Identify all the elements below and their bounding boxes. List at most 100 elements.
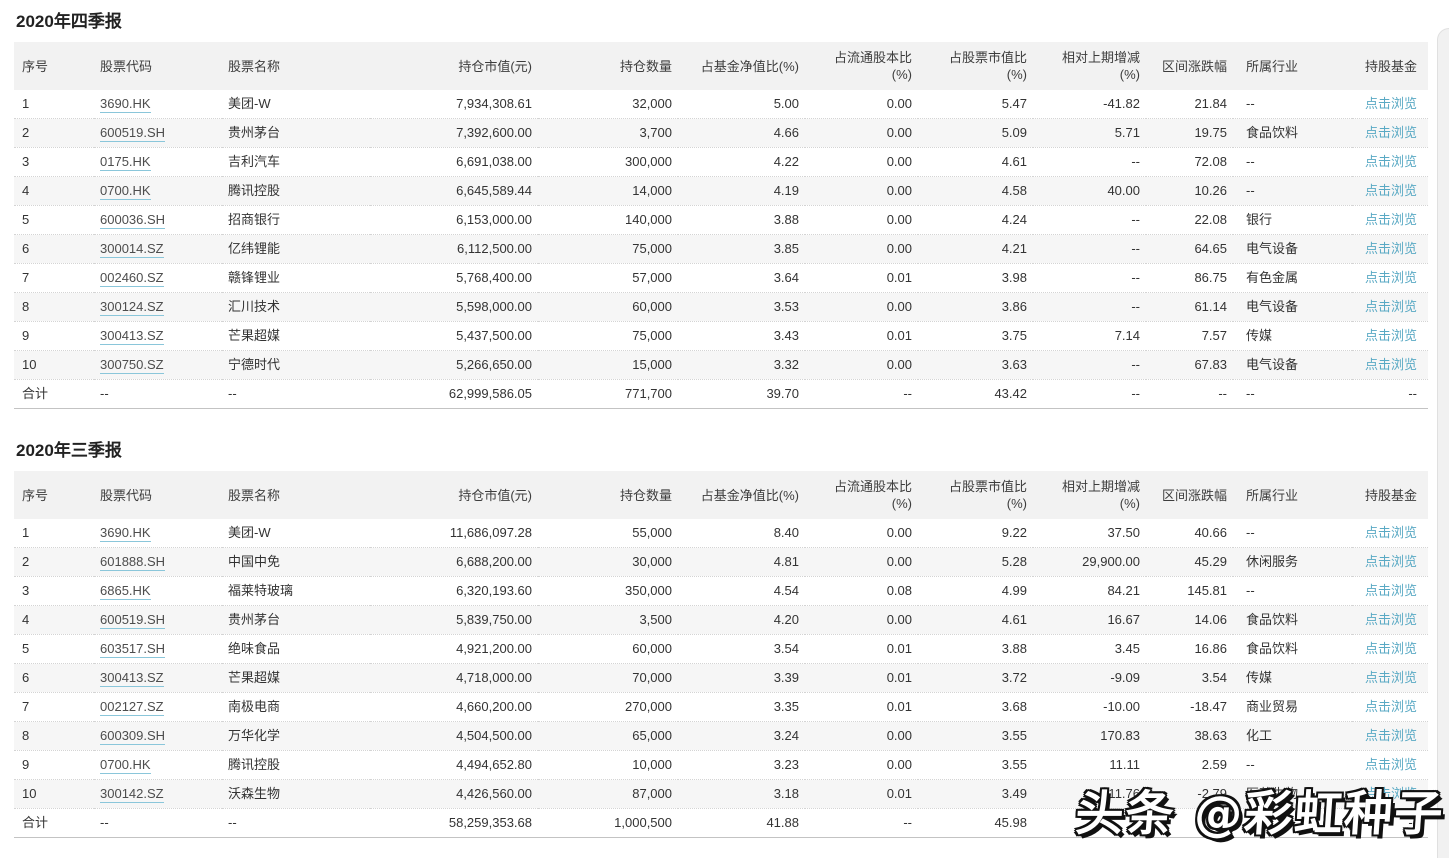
cell-holding-funds: 点击浏览 (1352, 547, 1428, 577)
stock-code-link[interactable]: 600036.SH (100, 212, 166, 229)
browse-funds-link[interactable]: 点击浏览 (1364, 554, 1417, 569)
cell-range-change: 2.59 (1146, 750, 1233, 780)
cell-range-change: 14.06 (1146, 605, 1233, 635)
table-row: 4 0700.HK 腾讯控股 6,645,589.44 14,000 4.19 0.00 4.… (14, 176, 1428, 206)
cell-nav-pct: 5.00 (773, 96, 799, 111)
watermark: 头条 @彩虹种子 (1073, 786, 1447, 842)
cell-name: 芒果超媒 (222, 321, 370, 351)
cell-holding-funds: 点击浏览 (1352, 118, 1428, 148)
browse-funds-link[interactable]: 点击浏览 (1364, 612, 1417, 627)
cell-code: 300142.SZ (94, 779, 222, 809)
cell-float-share-pct: 0.00 (805, 605, 918, 635)
cell-holding-funds: 点击浏览 (1352, 576, 1428, 606)
total-cell-stock-mcap-pct: 43.42 (918, 379, 1033, 409)
stock-code-link[interactable]: 3690.HK (100, 525, 151, 542)
cell-float-share-pct: 0.01 (805, 779, 918, 809)
cell-float-share-pct: 0.00 (805, 147, 918, 177)
cell-market-value: 11,686,097.28 (449, 525, 532, 540)
total-cell-name: -- (222, 379, 370, 409)
cell-quantity: 75,000 (538, 234, 678, 264)
browse-funds-link[interactable]: 点击浏览 (1364, 525, 1417, 540)
cell-code: 300124.SZ (94, 292, 222, 322)
header-float-share-pct: 占流通股本比 (%) (805, 471, 918, 519)
stock-code-link[interactable]: 300413.SZ (100, 328, 164, 345)
stock-code-link[interactable]: 002460.SZ (100, 270, 164, 287)
header-market-value: 持仓市值(元) (370, 42, 538, 90)
stock-code-link[interactable]: 300413.SZ (100, 670, 164, 687)
cell-quantity: 57,000 (538, 263, 678, 293)
cell-market-value: 4,921,200.00 (370, 634, 538, 664)
cell-holding-funds: 点击浏览 (1352, 147, 1428, 177)
cell-nav-pct: 3.43 (678, 321, 805, 351)
cell-code: 300014.SZ (94, 234, 222, 264)
cell-stock-mcap-pct: 4.61 (918, 605, 1033, 635)
table-row: 7 002460.SZ 赣锋锂业 5,768,400.00 57,000 3.64 0.01… (14, 263, 1428, 293)
stock-code-link[interactable]: 300142.SZ (100, 786, 164, 803)
stock-code-link[interactable]: 0700.HK (100, 183, 151, 200)
browse-funds-link[interactable]: 点击浏览 (1364, 583, 1417, 598)
header-holding-funds: 持股基金 (1352, 42, 1428, 90)
cell-float-share-pct: 0.00 (886, 96, 912, 111)
browse-funds-link[interactable]: 点击浏览 (1364, 96, 1417, 111)
cell-name: 腾讯控股 (222, 750, 370, 780)
cell-market-value: 4,718,000.00 (370, 663, 538, 693)
stock-code-link[interactable]: 002127.SZ (100, 699, 164, 716)
cell-industry: -- (1233, 176, 1352, 206)
browse-funds-link[interactable]: 点击浏览 (1364, 299, 1417, 314)
browse-funds-link[interactable]: 点击浏览 (1364, 241, 1417, 256)
scrollbar-track[interactable] (1437, 28, 1449, 858)
browse-funds-link[interactable]: 点击浏览 (1364, 699, 1417, 714)
cell-code: 6865.HK (94, 576, 222, 606)
browse-funds-link[interactable]: 点击浏览 (1364, 641, 1417, 656)
browse-funds-link[interactable]: 点击浏览 (1364, 270, 1417, 285)
stock-code-link[interactable]: 600519.SH (100, 125, 166, 142)
browse-funds-link[interactable]: 点击浏览 (1364, 728, 1417, 743)
cell-float-share-pct: 0.00 (805, 721, 918, 751)
browse-funds-link[interactable]: 点击浏览 (1364, 357, 1417, 372)
stock-code-link[interactable]: 300124.SZ (100, 299, 164, 316)
cell-stock-mcap-pct: 3.68 (918, 692, 1033, 722)
cell-stock-mcap-pct: 4.21 (918, 234, 1033, 264)
cell-market-value: 4,494,652.80 (370, 750, 538, 780)
stock-code-link[interactable]: 300750.SZ (100, 357, 164, 374)
cell-nav-pct: 4.20 (678, 605, 805, 635)
cell-nav-pct: 8.40 (773, 525, 799, 540)
page: 2020年四季报 序号 股票代码 股票名称 持仓市值(元) 持仓数量 占基金净值比(%) 占… (14, 12, 1449, 858)
stock-code-link[interactable]: 3690.HK (100, 96, 151, 113)
cell-quantity: 55,000 (632, 525, 672, 540)
stock-code-link[interactable]: 603517.SH (100, 641, 166, 658)
cell-stock-mcap-pct: 3.55 (918, 721, 1033, 751)
cell-quantity: 60,000 (538, 292, 678, 322)
cell-float-share-pct: 0.01 (805, 692, 918, 722)
cell-code: 002127.SZ (94, 692, 222, 722)
cell-float-share-pct: 0.00 (805, 350, 918, 380)
header-market-value: 持仓市值(元) (370, 471, 538, 519)
header-nav-pct: 占基金净值比(%) (678, 471, 805, 519)
stock-code-link[interactable]: 600519.SH (100, 612, 166, 629)
browse-funds-link[interactable]: 点击浏览 (1364, 125, 1417, 140)
stock-code-link[interactable]: 601888.SH (100, 554, 166, 571)
cell-quantity: 30,000 (538, 547, 678, 577)
browse-funds-link[interactable]: 点击浏览 (1364, 183, 1417, 198)
stock-code-link[interactable]: 300014.SZ (100, 241, 164, 258)
cell-range-change: 86.75 (1146, 263, 1233, 293)
cell-quantity: 75,000 (538, 321, 678, 351)
stock-code-link[interactable]: 0175.HK (100, 154, 151, 171)
cell-no: 5 (14, 205, 94, 235)
stock-code-link[interactable]: 0700.HK (100, 757, 151, 774)
cell-range-change: 64.65 (1146, 234, 1233, 264)
cell-holding-funds: 点击浏览 (1352, 234, 1428, 264)
total-cell-range-change: -- (1146, 808, 1233, 838)
browse-funds-link[interactable]: 点击浏览 (1364, 212, 1417, 227)
stock-code-link[interactable]: 600309.SH (100, 728, 166, 745)
browse-funds-link[interactable]: 点击浏览 (1364, 757, 1417, 772)
browse-funds-link[interactable]: 点击浏览 (1364, 786, 1417, 801)
browse-funds-link[interactable]: 点击浏览 (1364, 670, 1417, 685)
cell-no: 9 (14, 321, 94, 351)
stock-code-link[interactable]: 6865.HK (100, 583, 151, 600)
browse-funds-link[interactable]: 点击浏览 (1364, 154, 1417, 169)
header-range-change: 区间涨跌幅 (1146, 471, 1233, 519)
cell-stock-mcap-pct: 9.22 (1001, 525, 1027, 540)
browse-funds-link[interactable]: 点击浏览 (1364, 328, 1417, 343)
cell-market-value: 6,688,200.00 (370, 547, 538, 577)
